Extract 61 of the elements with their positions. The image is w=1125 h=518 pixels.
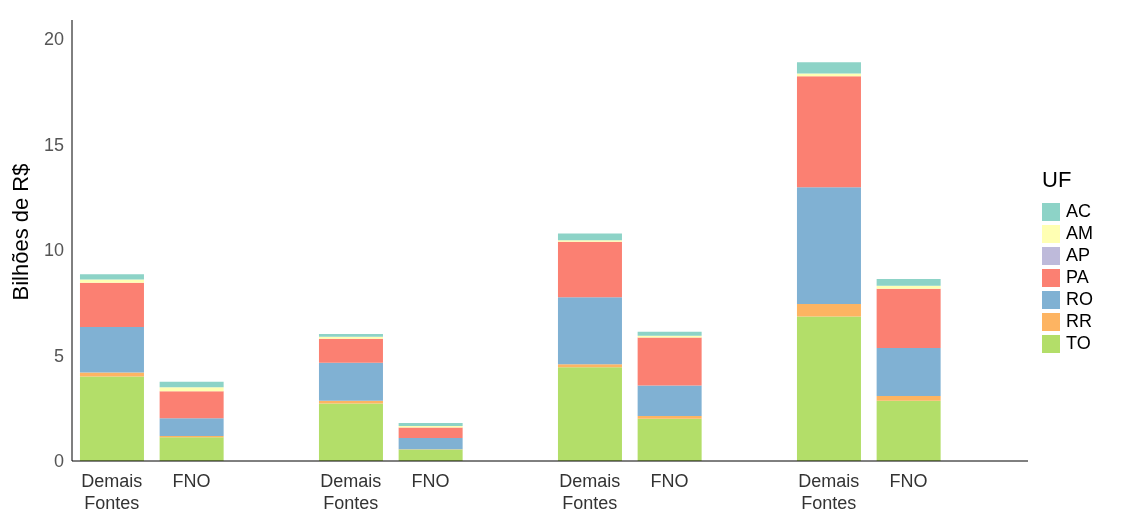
bar [159, 437, 224, 461]
bar [159, 387, 224, 392]
bar [876, 400, 941, 461]
x-tick-label: Demais Fontes [798, 471, 860, 513]
x-tick-label: FNO [411, 471, 450, 491]
bar [876, 279, 941, 286]
y-tick-label: 5 [53, 345, 64, 366]
bar [398, 438, 463, 450]
x-tick-label: Demais Fontes [559, 471, 621, 513]
bar [557, 364, 622, 368]
bar [159, 381, 224, 388]
bar [398, 427, 463, 438]
bar [876, 348, 941, 397]
legend-label: RO [1066, 289, 1093, 310]
bar [637, 416, 702, 419]
bar [318, 362, 383, 401]
legend-label: PA [1066, 267, 1089, 288]
bar [876, 288, 941, 349]
y-tick-label: 10 [43, 240, 64, 261]
bar [318, 338, 383, 363]
legend-label: AM [1066, 223, 1093, 244]
bar [796, 62, 861, 74]
bar [79, 279, 144, 283]
bar [796, 73, 861, 77]
bar [637, 418, 702, 461]
bar [557, 367, 622, 461]
y-tick-label: 20 [43, 29, 64, 50]
legend-label: RR [1066, 311, 1092, 332]
bar [159, 418, 224, 437]
bar [159, 391, 224, 419]
legend-label: TO [1066, 333, 1091, 354]
bar [79, 372, 144, 377]
bar [557, 297, 622, 365]
bar [876, 396, 941, 401]
bar [398, 449, 463, 461]
legend-label: AC [1066, 201, 1092, 222]
bar [796, 304, 861, 317]
y-axis-title: Bilhões de R$ [7, 163, 33, 301]
x-tick-label: Demais Fontes [81, 471, 143, 513]
x-tick-label: FNO [650, 471, 689, 491]
bar [637, 331, 702, 336]
bar [318, 400, 383, 404]
x-tick-label: FNO [889, 471, 928, 491]
x-tick-label: Demais Fontes [320, 471, 382, 513]
legend-label: AP [1066, 245, 1091, 266]
bar [79, 274, 144, 280]
bar [637, 337, 702, 386]
bar [876, 285, 941, 289]
bar [557, 241, 622, 298]
bar [79, 376, 144, 461]
y-tick-label: 15 [43, 134, 64, 155]
y-tick-label: 0 [53, 451, 64, 472]
bar [796, 76, 861, 188]
bar [318, 403, 383, 461]
bar [79, 327, 144, 373]
bar [796, 187, 861, 305]
x-tick-label: FNO [172, 471, 211, 491]
bar [637, 385, 702, 417]
legend-title: UF [1042, 166, 1073, 193]
bar [796, 316, 861, 461]
bar [79, 282, 144, 328]
